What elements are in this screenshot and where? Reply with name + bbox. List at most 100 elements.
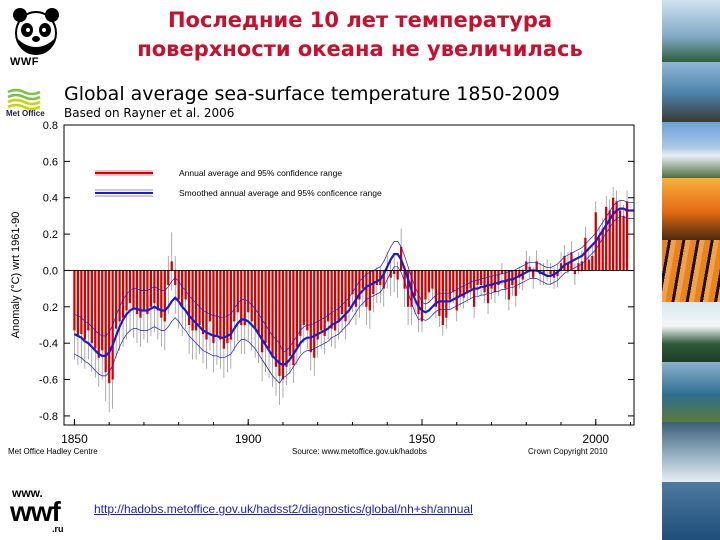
bar [333, 270, 337, 331]
bar [354, 270, 358, 307]
bar [608, 210, 611, 271]
bar [299, 270, 302, 336]
bar [222, 270, 226, 349]
source-url-link[interactable]: http://hadobs.metoffice.gov.uk/hadsst2/d… [94, 502, 473, 516]
bar [226, 270, 229, 344]
photo-wolf [662, 62, 720, 122]
bar [549, 270, 552, 275]
bar [302, 270, 305, 325]
bar [208, 270, 212, 322]
y-axis-label: Anomaly (°C) wrt 1961-90 [10, 212, 22, 339]
bar [497, 270, 500, 285]
y-tick-label: 0.8 [43, 120, 58, 132]
bar [347, 270, 351, 307]
smoothed-lines-group [73, 200, 634, 384]
smoothed-lower-line [74, 216, 634, 384]
bar [198, 270, 201, 325]
bar [194, 270, 198, 331]
bar [320, 270, 323, 331]
bar [187, 270, 191, 325]
bar [403, 270, 406, 289]
bar [413, 270, 417, 296]
bar [563, 255, 566, 271]
bar [587, 259, 590, 271]
bar [625, 201, 629, 271]
bar [507, 270, 511, 300]
bar [327, 270, 330, 322]
bar [243, 270, 246, 325]
bar [420, 270, 424, 322]
bar [101, 270, 104, 351]
photo-strip [662, 0, 720, 540]
photo-mountain [662, 122, 720, 178]
chart-title: Global average sea-surface temperature 1… [64, 83, 560, 105]
metoffice-waves-icon [7, 88, 41, 111]
bar [313, 270, 316, 358]
bar [278, 270, 281, 376]
y-tick-label: 0.0 [43, 265, 58, 277]
bar [254, 270, 257, 329]
bar [542, 270, 545, 275]
wwfru-wwf: wwf [10, 496, 61, 527]
bar [212, 270, 215, 344]
bar [233, 270, 236, 322]
bar [490, 270, 493, 289]
bar [514, 270, 517, 296]
bar [184, 270, 187, 300]
photo-snow-forest [662, 302, 720, 362]
photo-swan [662, 422, 720, 482]
bar [375, 270, 378, 285]
bar [260, 270, 264, 353]
y-tick-label: -0.6 [39, 375, 58, 387]
bar [121, 270, 125, 318]
bar [170, 261, 173, 271]
wwf-logo: WWF [8, 6, 64, 72]
bar [434, 270, 438, 307]
wwfru-logo: www. wwf .ru [10, 486, 80, 536]
source-right: Crown Copyright 2010 [528, 447, 608, 456]
metoffice-label: Met Office [6, 109, 45, 118]
bar [528, 266, 531, 271]
x-tick-label: 1950 [409, 432, 436, 446]
bar [337, 270, 340, 322]
bar [295, 270, 298, 347]
bar [389, 270, 392, 278]
bar [146, 270, 149, 315]
bar [156, 270, 159, 311]
bar [219, 270, 222, 340]
bar [267, 270, 271, 349]
bar [424, 270, 427, 300]
bar [128, 270, 132, 304]
bar [393, 270, 396, 275]
bar [622, 215, 625, 271]
metoffice-logo: Met Office [6, 88, 58, 120]
source-mid: Source: www.metoffice.gov.uk/hadobs [292, 447, 427, 456]
bar [97, 270, 100, 358]
bar [177, 270, 180, 300]
bar [535, 261, 538, 271]
y-tick-label: -0.4 [39, 338, 58, 350]
bar [167, 270, 170, 285]
slide-title: Последние 10 лет температура поверхности… [100, 6, 620, 64]
bar [274, 270, 278, 367]
bar [247, 270, 250, 313]
bar [229, 270, 232, 340]
bar [115, 270, 118, 329]
bar [264, 270, 267, 344]
photo-lake [662, 362, 720, 422]
bar [205, 270, 208, 340]
plot-frame [63, 124, 635, 426]
bar [135, 270, 139, 315]
bar [406, 270, 410, 307]
photo-sky [662, 0, 720, 62]
wwfru-ru: .ru [52, 524, 64, 534]
bar [577, 263, 580, 271]
wwf-wordmark: WWF [10, 56, 39, 68]
wwfru-www: www. [12, 486, 43, 500]
bar [469, 270, 472, 289]
bar [427, 270, 431, 293]
bar [486, 270, 490, 304]
bar [452, 270, 455, 293]
bar [525, 261, 528, 271]
slide-title-line1: Последние 10 лет температура [167, 8, 553, 32]
